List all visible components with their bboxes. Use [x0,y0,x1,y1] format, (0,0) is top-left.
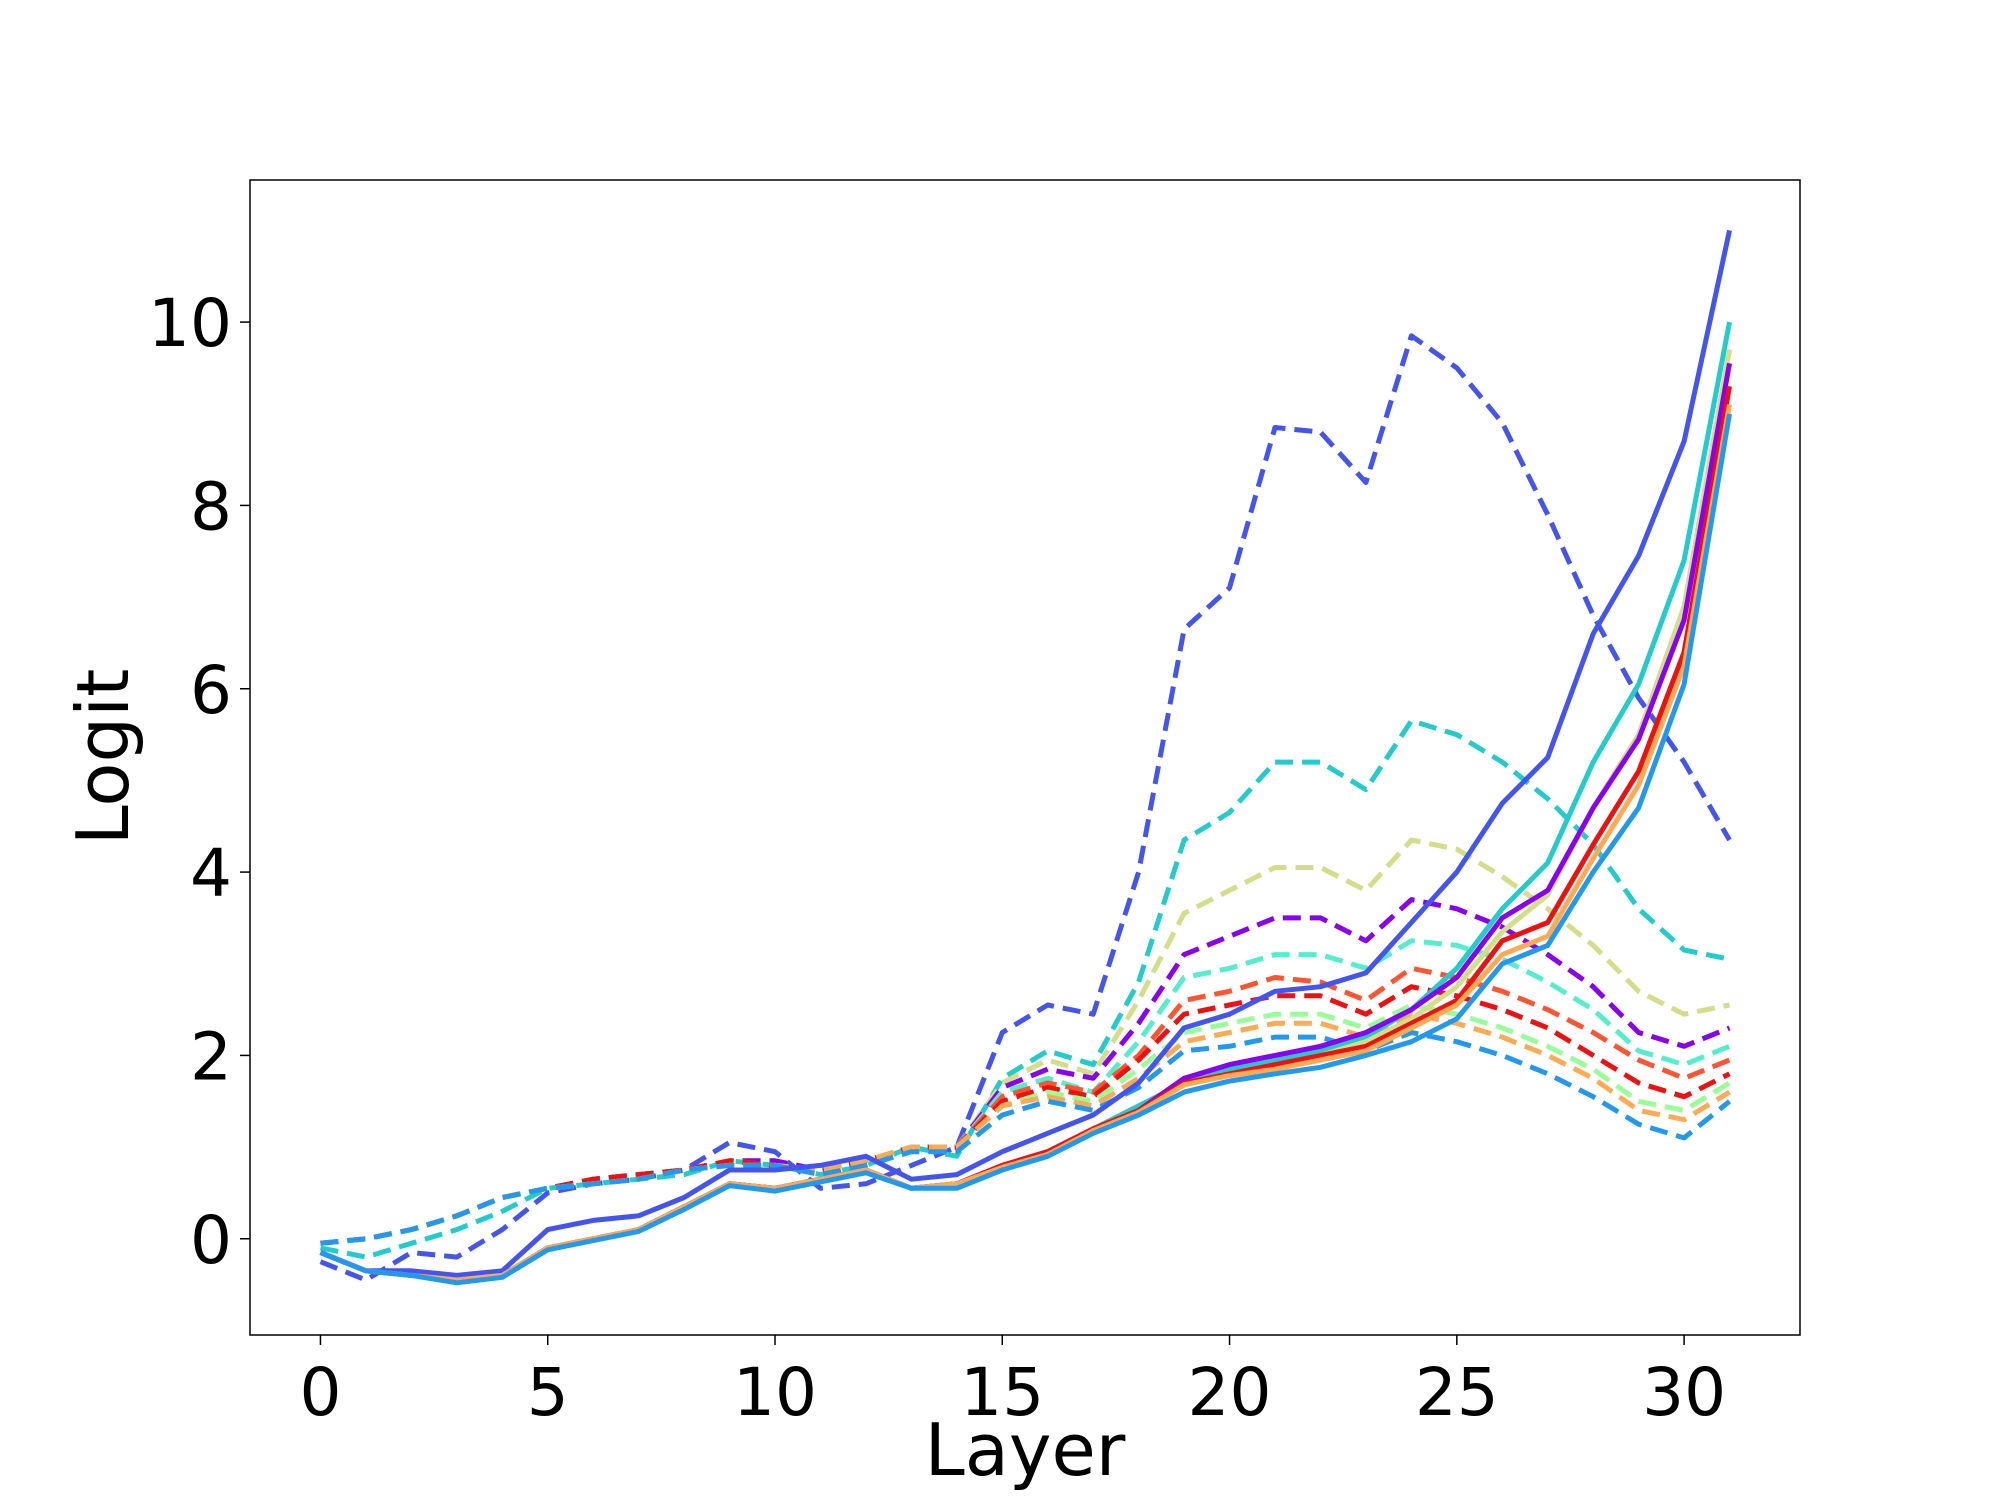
y-tick-label: 0 [190,1202,232,1279]
y-tick-label: 8 [190,468,232,545]
plot-frame [249,179,1801,1336]
y-tick-label: 10 [148,285,232,362]
x-tick-label: 5 [527,1354,569,1431]
x-tick-label: 20 [1188,1354,1272,1431]
series-line-2 [320,718,1730,1260]
series-line-10 [320,1030,1732,1246]
x-tick-label: 10 [733,1354,817,1431]
x-axis: 0 5 10 15 20 25 30 [299,1335,1726,1431]
series-line-7 [320,984,1731,1246]
x-tick-label: 0 [299,1354,341,1431]
series-line-9 [320,1011,1731,1246]
x-tick-label: 30 [1642,1354,1726,1431]
x-axis-label: Layer [925,1408,1126,1492]
y-axis: 0 2 4 6 8 10 [148,285,250,1279]
y-tick-label: 2 [190,1018,232,1095]
y-tick-label: 6 [190,652,232,729]
series-line-1 [319,333,1732,1283]
x-tick-label: 25 [1415,1354,1499,1431]
series-line-6 [320,965,1731,1246]
series-line-17 [319,413,1732,1286]
series-line-11 [319,229,1732,1278]
series-line-5 [320,938,1731,1246]
series-layer [319,229,1732,1286]
x-tick-label: 15 [960,1354,1044,1431]
y-axis-label: Logit [61,669,145,846]
y-tick-label: 4 [190,835,232,912]
